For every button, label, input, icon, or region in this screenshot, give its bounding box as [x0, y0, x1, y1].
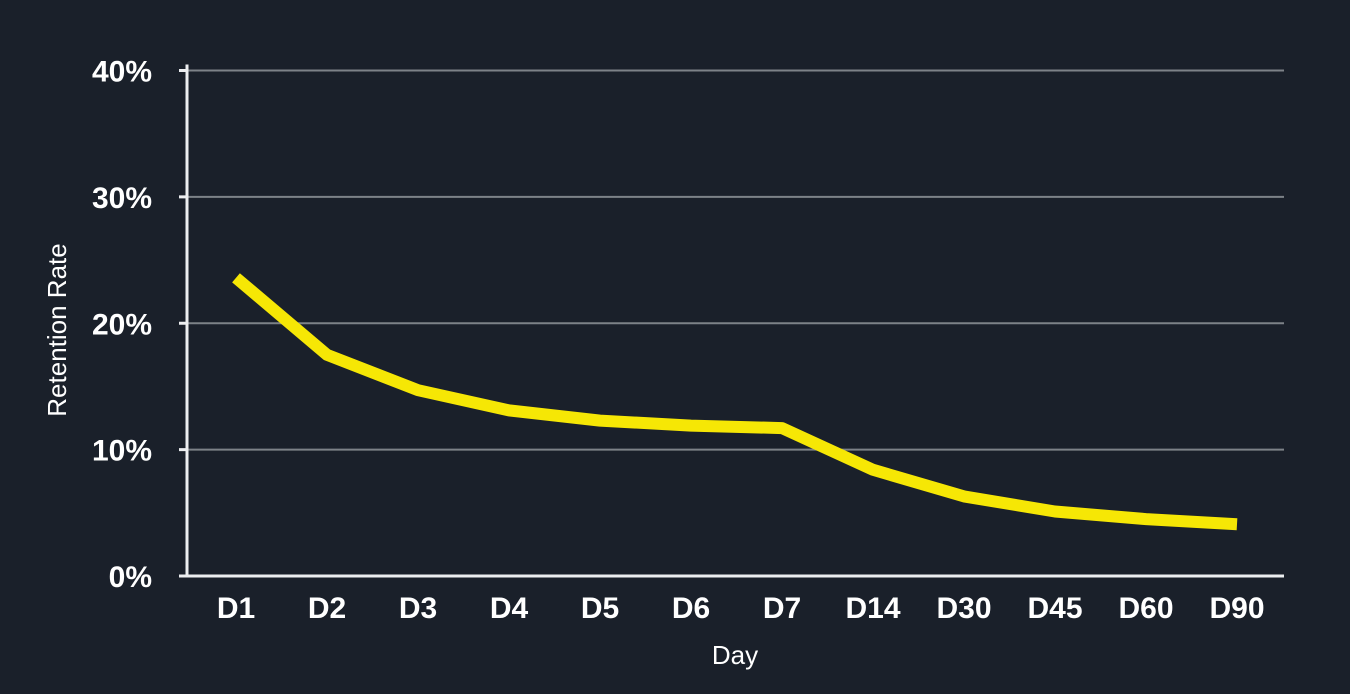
x-tick-label: D30	[936, 592, 991, 625]
retention-line	[232, 273, 1238, 531]
x-tick-label: D1	[217, 592, 255, 625]
y-tick-label: 40%	[92, 56, 152, 89]
x-tick-label: D45	[1027, 592, 1082, 625]
x-tick-label: D5	[581, 592, 619, 625]
y-tick-label: 30%	[92, 182, 152, 215]
x-tick-label: D2	[308, 592, 346, 625]
x-tick-label: D90	[1209, 592, 1264, 625]
y-tick-label: 0%	[109, 561, 152, 594]
x-tick-label: D3	[399, 592, 437, 625]
y-tick-label: 10%	[92, 435, 152, 468]
x-tick-label: D6	[672, 592, 710, 625]
x-axis-title: Day	[712, 640, 758, 670]
x-tick-label: D60	[1118, 592, 1173, 625]
x-tick-label: D14	[845, 592, 900, 625]
y-axis-title: Retention Rate	[42, 243, 72, 416]
x-tick-label: D4	[490, 592, 529, 625]
y-tick-label: 20%	[92, 308, 152, 341]
x-tick-label: D7	[763, 592, 801, 625]
